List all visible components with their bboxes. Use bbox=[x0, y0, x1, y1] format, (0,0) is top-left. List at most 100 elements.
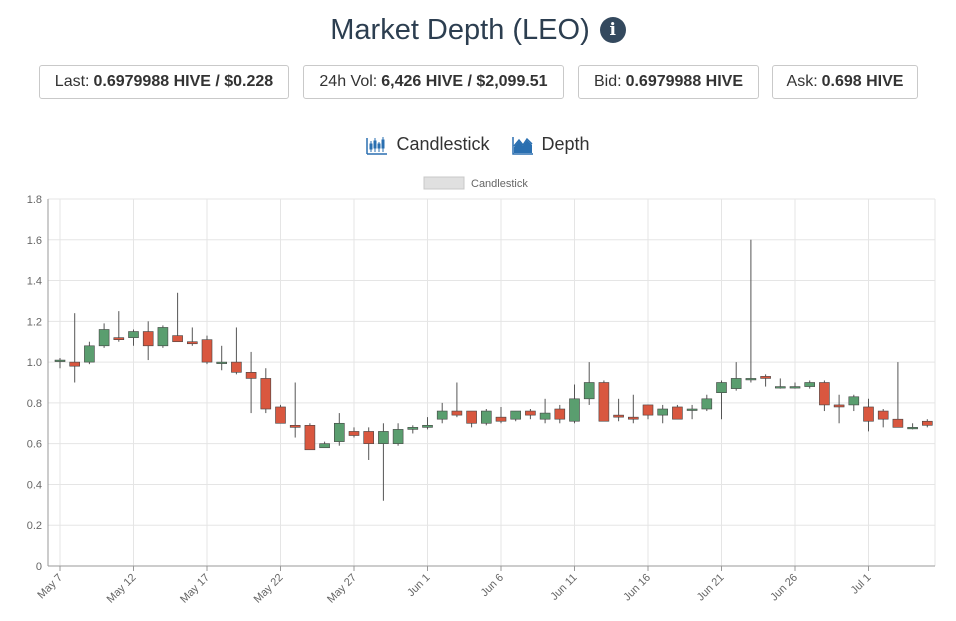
candle[interactable] bbox=[378, 423, 389, 501]
candle-body bbox=[333, 422, 345, 442]
candle-body bbox=[554, 408, 566, 420]
candle[interactable] bbox=[495, 406, 507, 424]
legend-swatch[interactable] bbox=[423, 176, 465, 190]
candle-body bbox=[216, 361, 227, 364]
candle[interactable] bbox=[363, 427, 375, 460]
candle-body bbox=[304, 425, 316, 451]
candle-body bbox=[510, 410, 522, 420]
candle[interactable] bbox=[422, 417, 433, 430]
candle[interactable] bbox=[54, 358, 66, 369]
candle[interactable] bbox=[98, 323, 110, 348]
candle[interactable] bbox=[745, 239, 757, 383]
candle[interactable] bbox=[275, 404, 286, 424]
candle-body bbox=[892, 418, 904, 428]
y-tick-label: 1.2 bbox=[27, 316, 42, 328]
tab-depth[interactable]: Depth bbox=[511, 134, 590, 155]
area-chart-icon bbox=[511, 136, 533, 155]
legend-label: Candlestick bbox=[471, 178, 528, 190]
candle[interactable] bbox=[392, 423, 404, 446]
candle[interactable] bbox=[84, 341, 95, 365]
candle[interactable] bbox=[598, 380, 610, 422]
candle[interactable] bbox=[804, 380, 816, 389]
candle[interactable] bbox=[260, 368, 272, 414]
stat-ask-label: Ask: bbox=[786, 73, 818, 90]
candle[interactable] bbox=[907, 423, 918, 430]
candle-body bbox=[54, 359, 66, 362]
candle-body bbox=[627, 416, 639, 420]
candle[interactable] bbox=[819, 380, 830, 412]
candle[interactable] bbox=[113, 311, 125, 342]
candle[interactable] bbox=[142, 321, 154, 361]
candle[interactable] bbox=[407, 425, 419, 434]
stat-last: Last: 0.6979988 HIVE / $0.228 bbox=[39, 65, 289, 99]
candle[interactable] bbox=[892, 362, 904, 428]
candle[interactable] bbox=[69, 313, 80, 383]
candle[interactable] bbox=[613, 398, 624, 422]
candle[interactable] bbox=[525, 409, 536, 420]
stat-volume-value: 6,426 HIVE / $2,099.51 bbox=[381, 73, 548, 90]
tab-candlestick[interactable]: Candlestick bbox=[366, 134, 490, 155]
candle[interactable] bbox=[187, 327, 198, 346]
candle[interactable] bbox=[304, 423, 316, 451]
candle[interactable] bbox=[436, 402, 448, 424]
candle[interactable] bbox=[833, 394, 845, 424]
candle-body bbox=[789, 386, 801, 389]
candle[interactable] bbox=[480, 409, 492, 426]
candle[interactable] bbox=[642, 404, 654, 420]
candle[interactable] bbox=[627, 394, 639, 424]
candle[interactable] bbox=[569, 384, 580, 424]
candle[interactable] bbox=[157, 325, 169, 348]
candle[interactable] bbox=[789, 382, 801, 389]
candle[interactable] bbox=[760, 374, 771, 387]
candle[interactable] bbox=[554, 404, 566, 424]
candle-body bbox=[730, 378, 742, 389]
candle-body bbox=[451, 410, 463, 416]
stat-last-value: 0.6979988 HIVE / $0.228 bbox=[93, 73, 274, 90]
y-tick-label: 0.2 bbox=[27, 520, 42, 532]
candle[interactable] bbox=[921, 419, 933, 428]
candle-body bbox=[113, 337, 125, 340]
candle[interactable] bbox=[245, 351, 257, 414]
tab-depth-label: Depth bbox=[541, 134, 590, 154]
candle-body bbox=[525, 410, 536, 416]
x-tick-label: Jun 21 bbox=[695, 572, 727, 604]
candle[interactable] bbox=[657, 404, 669, 424]
candle[interactable] bbox=[319, 441, 330, 449]
candle[interactable] bbox=[201, 335, 213, 365]
tab-candlestick-label: Candlestick bbox=[396, 134, 490, 154]
candle-body bbox=[848, 396, 860, 406]
candle[interactable] bbox=[289, 382, 301, 438]
candle[interactable] bbox=[128, 329, 139, 346]
candle-body bbox=[819, 382, 830, 406]
candle[interactable] bbox=[539, 398, 551, 424]
candle[interactable] bbox=[451, 382, 463, 418]
y-tick-label: 1.0 bbox=[27, 357, 42, 369]
candle-body bbox=[172, 335, 183, 343]
candle[interactable] bbox=[466, 410, 477, 428]
candle[interactable] bbox=[730, 362, 742, 391]
candle[interactable] bbox=[877, 409, 889, 428]
candle[interactable] bbox=[848, 394, 860, 412]
candle[interactable] bbox=[701, 394, 713, 412]
candle[interactable] bbox=[333, 413, 345, 446]
candle[interactable] bbox=[774, 378, 786, 389]
candle[interactable] bbox=[216, 345, 227, 371]
candle[interactable] bbox=[510, 410, 522, 422]
candle-body bbox=[569, 398, 580, 422]
candle[interactable] bbox=[172, 292, 183, 343]
x-tick-label: Jun 11 bbox=[548, 572, 579, 603]
candle-body bbox=[319, 443, 330, 449]
candle[interactable] bbox=[583, 362, 595, 405]
candle[interactable] bbox=[716, 380, 727, 420]
y-tick-label: 1.8 bbox=[27, 194, 42, 206]
stat-bid-value: 0.6979988 HIVE bbox=[625, 73, 743, 90]
info-icon[interactable]: i bbox=[599, 17, 626, 43]
candle-body bbox=[642, 404, 654, 416]
candle[interactable] bbox=[231, 327, 242, 375]
candle[interactable] bbox=[348, 427, 360, 438]
candle-body bbox=[260, 378, 272, 410]
candle[interactable] bbox=[686, 404, 698, 420]
candle[interactable] bbox=[672, 404, 683, 420]
x-tick-label: May 17 bbox=[178, 572, 212, 606]
candle[interactable] bbox=[863, 398, 874, 432]
